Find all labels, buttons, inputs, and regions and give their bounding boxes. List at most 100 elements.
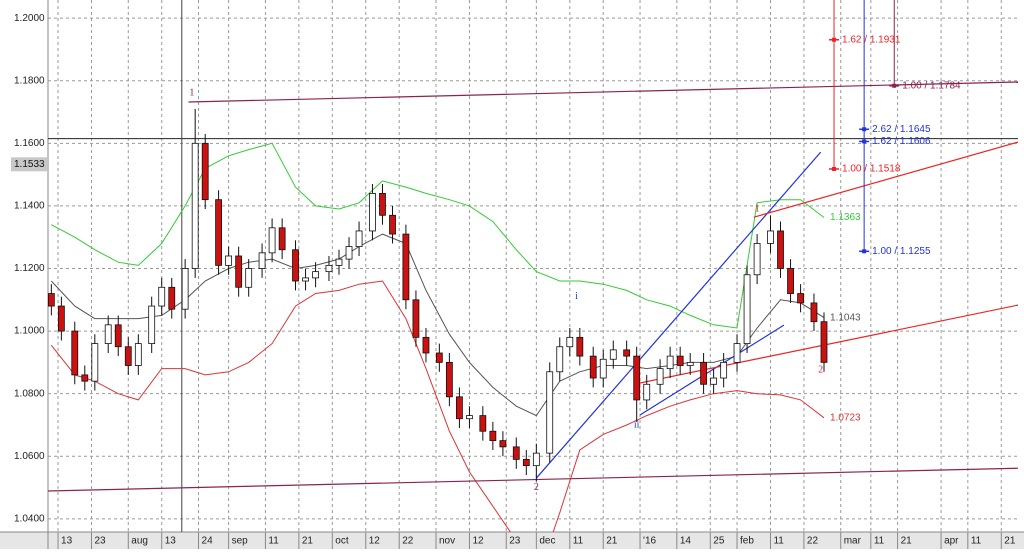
x-tick-label: 21 — [606, 536, 618, 547]
current-price-label: 1.1533 — [14, 159, 45, 170]
candle-body — [134, 343, 142, 366]
y-tick-label: 1.0600 — [14, 451, 45, 462]
candle-body — [104, 324, 112, 345]
x-tick-label: 12 — [472, 536, 484, 547]
fib-label: 1.62 / 1.1931 — [842, 34, 901, 45]
candle-body — [820, 321, 828, 363]
candle-body — [292, 249, 299, 282]
y-tick-label: 1.2000 — [14, 13, 45, 24]
wave-label: 2 — [818, 365, 823, 376]
trend-line — [753, 141, 1018, 218]
fib-label: 1.00 / 1.1255 — [872, 246, 931, 257]
x-tick-label: 21 — [302, 536, 314, 547]
candle-body — [81, 374, 89, 382]
fib-label: 2.62 / 1.1645 — [872, 124, 931, 135]
y-tick-label: 1.1000 — [14, 326, 45, 337]
candle-body — [71, 330, 79, 376]
x-tick-label: 13 — [61, 536, 73, 547]
candle-body — [512, 446, 520, 460]
fib-label: 1.00 / 1.1784 — [902, 80, 961, 91]
fib-dot — [832, 37, 837, 42]
wave-label: 1 — [189, 88, 194, 99]
x-tick-label: 11 — [874, 536, 885, 547]
candle-body — [676, 355, 684, 366]
candle-body — [700, 361, 707, 385]
trend-line — [48, 467, 1018, 492]
candle-body — [225, 255, 233, 266]
y-tick-label: 1.1800 — [14, 75, 45, 86]
candle-body — [148, 305, 156, 345]
trend-line — [535, 151, 822, 479]
x-tick-label: 21 — [901, 536, 913, 547]
candle-body — [589, 355, 597, 379]
candle-body — [435, 352, 443, 363]
axes: 1.2000 1.1800 1.1600 1.1400 1.1200 1.1000 1.08… — [11, 13, 1016, 549]
candle-body — [369, 192, 376, 232]
candle-body — [389, 214, 396, 235]
band-line — [50, 280, 825, 532]
candle-body — [191, 142, 199, 269]
wave-label: i — [575, 291, 578, 302]
candle-body — [91, 343, 99, 382]
candle-body — [158, 286, 166, 307]
candle-body — [656, 368, 664, 385]
x-tick-label: nov — [439, 536, 455, 547]
fib-dot — [892, 83, 897, 88]
band-line — [50, 233, 825, 417]
candle-body — [633, 355, 641, 401]
x-tick-label: 11 — [268, 536, 279, 547]
candle-body — [767, 230, 774, 244]
candle-body — [258, 252, 266, 269]
x-tick-label: 11 — [573, 536, 584, 547]
current-price-box — [11, 157, 47, 172]
candle-body — [479, 415, 487, 432]
y-tick-label: 1.1400 — [14, 201, 45, 212]
x-tick-label: mar — [844, 536, 862, 547]
x-tick-label: 22 — [807, 536, 819, 547]
fib-dot — [862, 139, 867, 144]
x-tick-label: 23 — [94, 536, 106, 547]
x-tick-label: 21 — [1004, 536, 1016, 547]
x-tick-label: feb — [740, 536, 754, 547]
candle-body — [325, 264, 333, 273]
candle-body — [710, 377, 718, 385]
fib-dot — [862, 249, 867, 254]
candle-body — [235, 255, 243, 288]
candle-body — [268, 227, 276, 254]
x-tick-label: aug — [131, 536, 148, 547]
candle-body — [379, 192, 386, 216]
candle-body — [576, 336, 584, 357]
candle-body — [810, 302, 818, 323]
x-axis-band — [0, 532, 1024, 549]
candle-body — [720, 361, 728, 379]
band-value-label: 1.0723 — [830, 412, 861, 423]
fib-dot — [832, 166, 837, 171]
candle-body — [643, 383, 651, 401]
candle-body — [556, 346, 564, 373]
band-value-label: 1.1043 — [830, 312, 861, 323]
y-tick-label: 1.0400 — [14, 513, 45, 524]
candle-body — [546, 371, 554, 454]
candle-body — [445, 361, 453, 398]
candle-body — [797, 293, 804, 304]
candle-body — [499, 440, 507, 448]
band-value-label: 1.1363 — [830, 212, 861, 223]
candle-body — [599, 358, 607, 379]
x-tick-label: apr — [944, 536, 959, 547]
candle-body — [777, 230, 784, 269]
candle-body — [114, 324, 122, 348]
candle-body — [743, 274, 751, 345]
candle-body — [168, 286, 176, 310]
candle-body — [335, 258, 343, 266]
candle-body — [312, 271, 319, 279]
x-tick-label: dec — [539, 536, 555, 547]
x-tick-label: sep — [232, 536, 249, 547]
candle-body — [181, 268, 189, 310]
candle-body — [466, 415, 473, 420]
x-tick-label: 24 — [202, 536, 214, 547]
x-tick-label: 11 — [773, 536, 784, 547]
candle-body — [245, 268, 253, 288]
